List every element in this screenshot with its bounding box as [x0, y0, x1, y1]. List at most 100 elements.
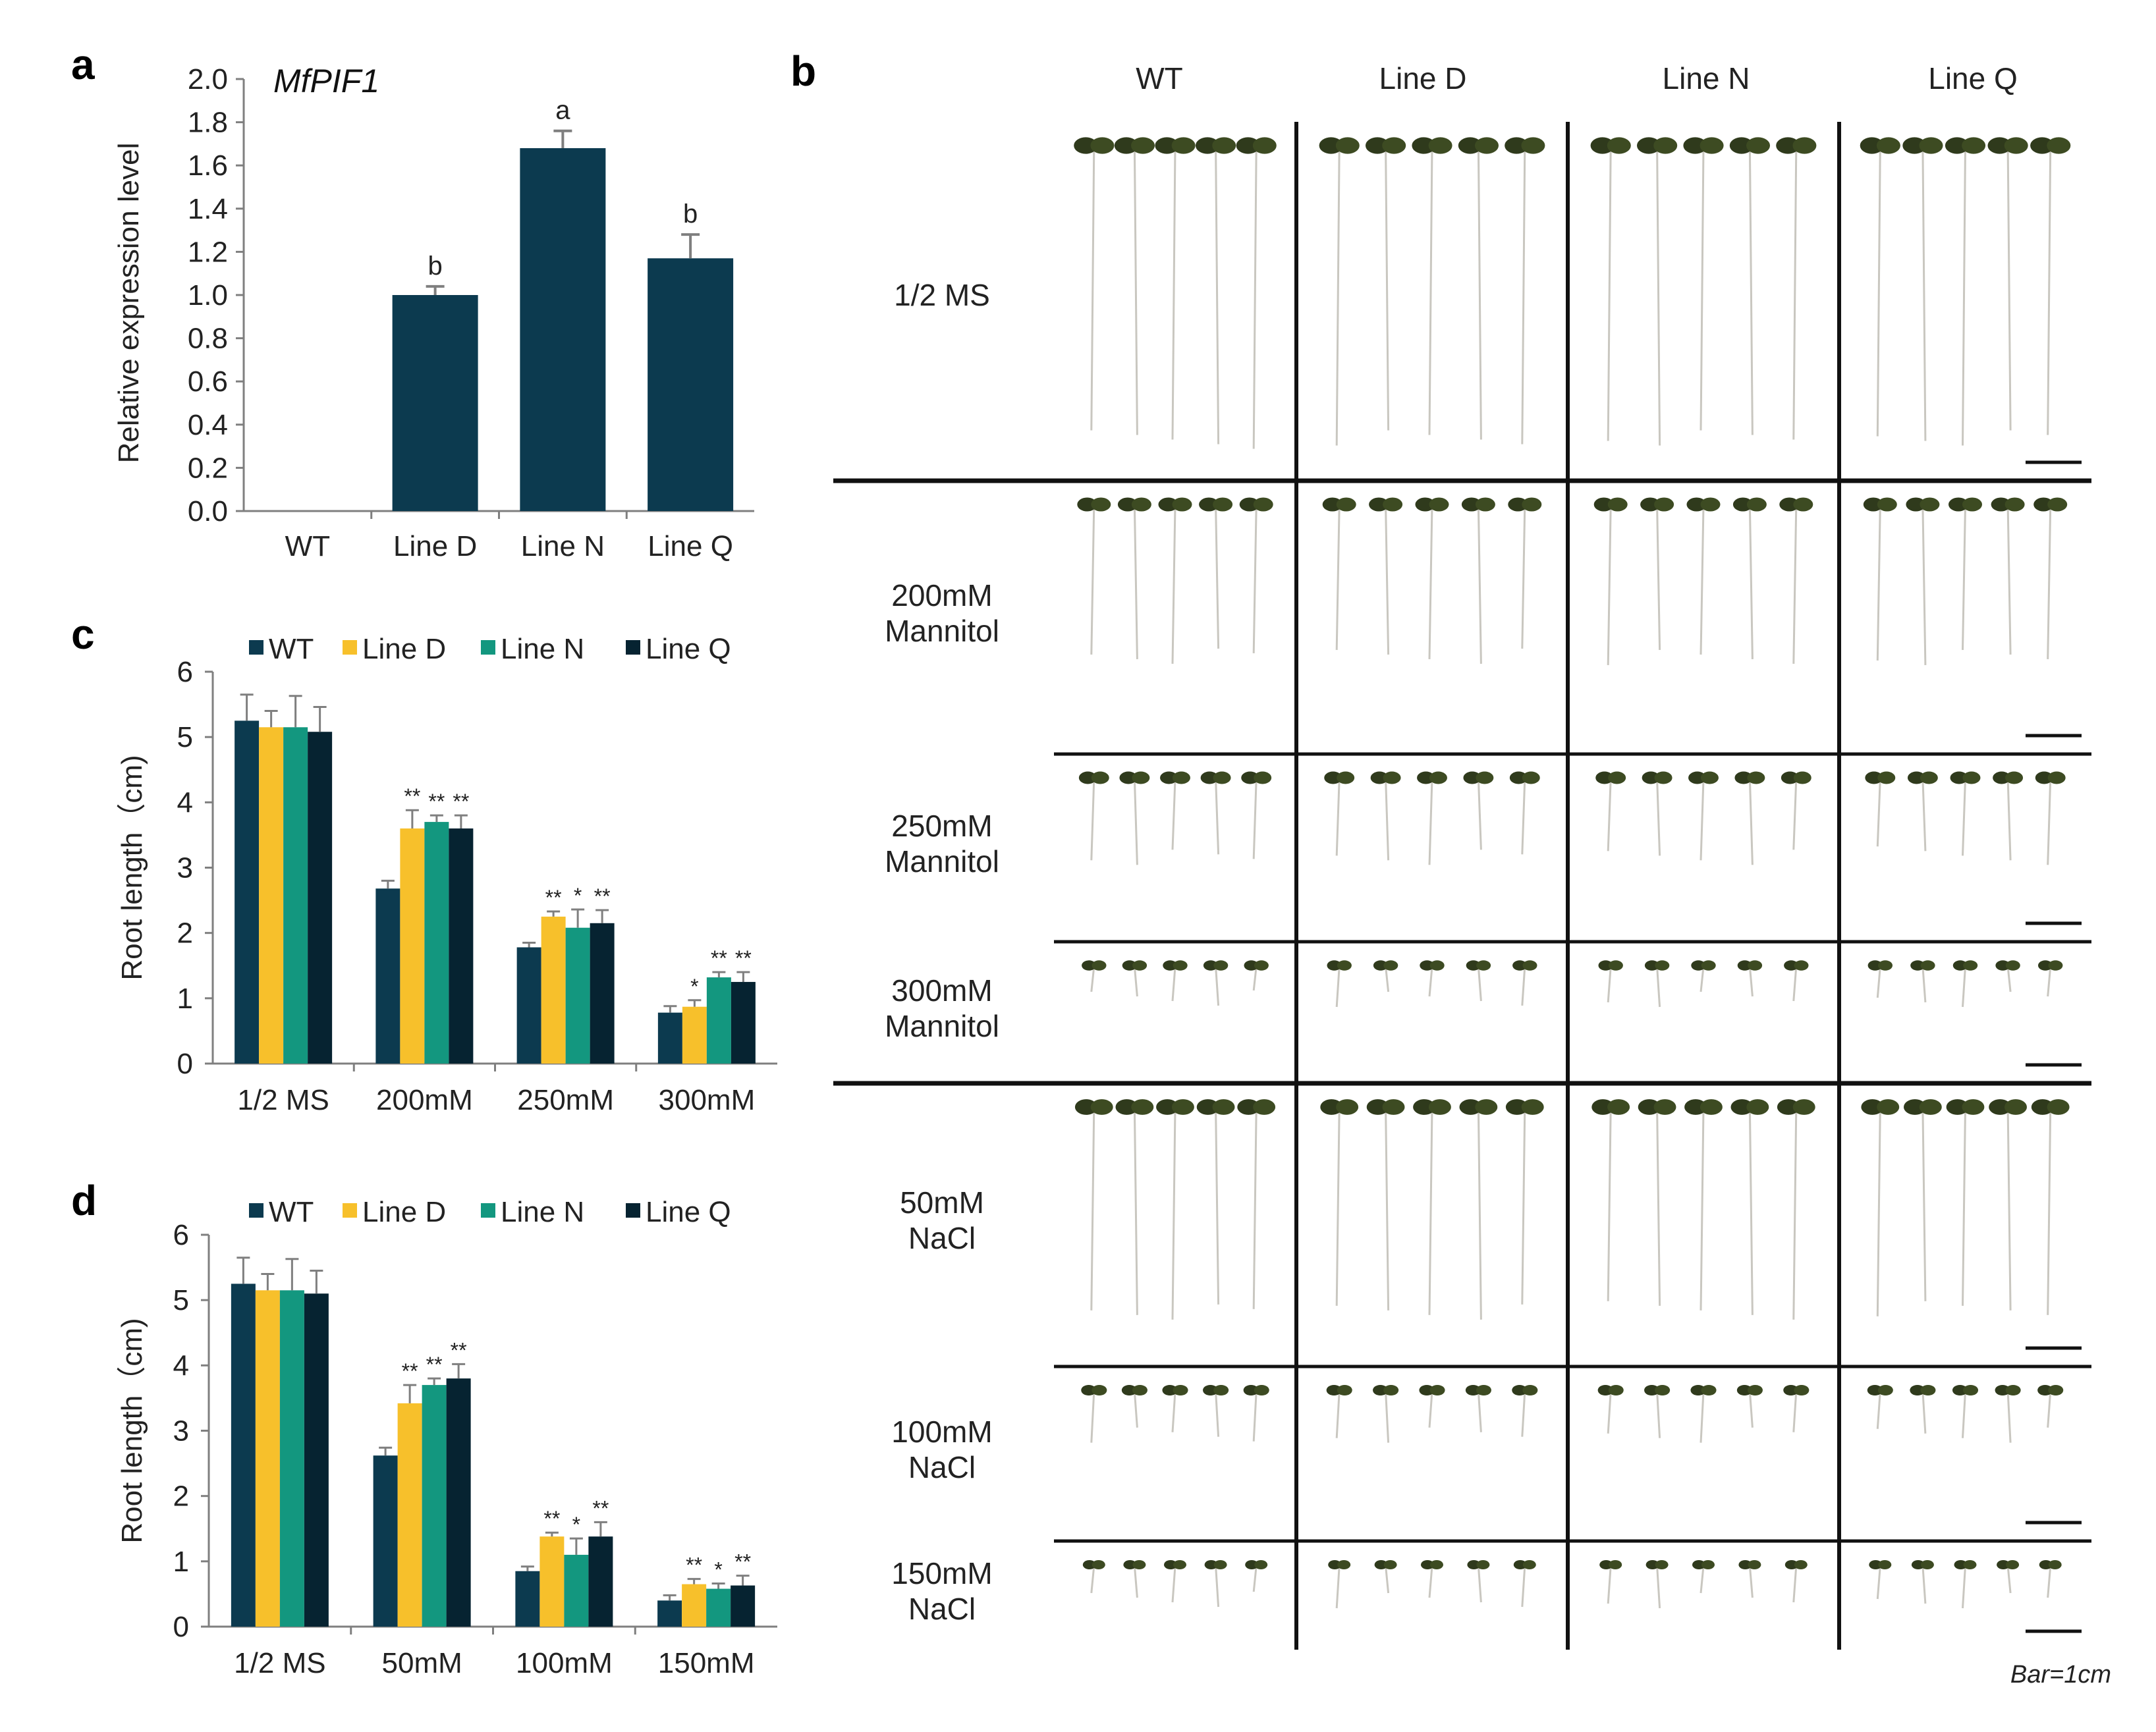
significance-letter-a: b [428, 252, 443, 281]
seedling-leaf [1746, 137, 1770, 154]
seedling-leaf [2039, 1560, 2053, 1569]
seedling-leaf [1204, 1560, 1218, 1569]
seedling-root [1521, 1391, 1526, 1437]
seedling-root [1477, 778, 1482, 850]
significance-mark-c: ** [711, 946, 727, 970]
seedling-root [1748, 146, 1754, 435]
legend-label-d: Line Q [646, 1196, 731, 1228]
seedling-root [1962, 1108, 1966, 1306]
seedling-root [1700, 1391, 1705, 1443]
seedling-leaf [1963, 960, 1978, 971]
seedling-leaf [1466, 960, 1481, 971]
y-tick-label-d: 6 [173, 1219, 189, 1251]
seedling-root [1335, 1108, 1341, 1306]
seedling-leaf [1131, 497, 1151, 512]
y-tick-label-c: 0 [177, 1048, 193, 1080]
seedling-root [1385, 1108, 1390, 1311]
y-axis-title-d: Root length（cm) [116, 1318, 148, 1543]
chart-a-expression: 0.0 0.2 0.4 0.6 0.8 1.0 1.2 1.4 1.6 1.8 2.0 WT b Line… [113, 63, 754, 562]
seedling-root [1428, 1565, 1433, 1598]
bar-c-line-n [283, 727, 308, 1064]
seedling-leaf [1593, 497, 1614, 512]
y-tick-label-a: 0.4 [188, 409, 228, 441]
seedling-leaf [1701, 1560, 1715, 1569]
seedling-leaf [1132, 1384, 1147, 1396]
y-tick-label-a: 0.6 [188, 365, 228, 398]
seedling-leaf [1132, 960, 1147, 971]
seedling-leaf [1412, 137, 1436, 154]
seedling-leaf [1920, 771, 1938, 784]
seedling-root [1335, 146, 1341, 446]
seedling-root [1748, 778, 1754, 865]
seedling-leaf [1369, 497, 1389, 512]
seedling-leaf [1653, 137, 1678, 154]
bar-a-line-q [648, 258, 734, 511]
seedling-leaf [1158, 497, 1178, 512]
seedling-root [1748, 1565, 1754, 1598]
seedling-leaf [1877, 1384, 1893, 1396]
seedling-leaf [1132, 1560, 1146, 1569]
seedling-root [1521, 505, 1526, 649]
seedling-leaf [2038, 960, 2053, 971]
seedling-leaf [1213, 1560, 1227, 1569]
seedling-leaf [1640, 497, 1661, 512]
seedling-leaf [1092, 960, 1107, 971]
seedling-leaf [1688, 771, 1707, 784]
bar-d-line-q [588, 1536, 613, 1627]
y-tick-label-a: 1.0 [188, 279, 228, 311]
seedling-leaf [1794, 1560, 1808, 1569]
seedling-leaf [1638, 1099, 1661, 1115]
seedling-leaf [1239, 497, 1259, 512]
legend-swatch-d [626, 1203, 640, 1218]
seedling-root [1748, 966, 1754, 997]
seedling-leaf [1877, 497, 1897, 512]
seedling-leaf [1171, 137, 1196, 154]
category-label-d: 50mM [382, 1647, 462, 1679]
seedling-leaf [1590, 137, 1615, 154]
seedling-leaf [1878, 1560, 1892, 1569]
legend-swatch-c [626, 640, 640, 655]
seedling-root [2047, 146, 2052, 435]
seedling-root [1252, 1565, 1258, 1592]
seedling-leaf [1475, 137, 1499, 154]
seedling-leaf [1078, 771, 1097, 784]
seedling-root [1521, 1565, 1526, 1608]
seedling-leaf [1734, 771, 1753, 784]
seedling-root [1477, 1391, 1482, 1432]
seedling-leaf [1465, 1384, 1481, 1396]
seedling-leaf [1701, 960, 1716, 971]
row-label-line2: NaCl [908, 1450, 976, 1484]
seedling-root [1335, 505, 1341, 650]
seedling-leaf [1700, 497, 1721, 512]
seedling-leaf [1074, 1099, 1097, 1115]
seedling-leaf [1655, 1384, 1671, 1396]
seedling-root [1477, 505, 1482, 664]
seedling-leaf [2004, 137, 2028, 154]
bar-c-wt [375, 888, 401, 1064]
seedling-leaf [1784, 1560, 1798, 1569]
seedling-leaf [1700, 771, 1719, 784]
seedling-root [2047, 1565, 2052, 1598]
seedling-root [1428, 966, 1433, 997]
seedling-leaf [1598, 960, 1613, 971]
seedling-leaf [1776, 137, 1800, 154]
seedling-root [1656, 505, 1661, 650]
seedling-root [1428, 505, 1433, 659]
seedling-leaf [1092, 1560, 1105, 1569]
bar-c-line-n [706, 977, 731, 1064]
legend-swatch-c [249, 640, 263, 655]
seedling-leaf [1383, 1560, 1397, 1569]
seedling-root [1335, 966, 1341, 1008]
significance-mark-d: ** [451, 1338, 467, 1362]
legend-label-c: WT [269, 633, 314, 665]
seedling-leaf [1475, 497, 1495, 512]
category-label-a: Line Q [648, 530, 733, 562]
seedling-leaf [1199, 497, 1219, 512]
bar-a-line-d [392, 295, 478, 511]
seedling-root [1921, 778, 1927, 852]
seedling-leaf [1123, 1560, 1137, 1569]
seedling-leaf [1463, 771, 1481, 784]
seedling-root [1876, 505, 1881, 661]
seedling-root [1215, 146, 1220, 445]
seedling-leaf [1241, 771, 1259, 784]
